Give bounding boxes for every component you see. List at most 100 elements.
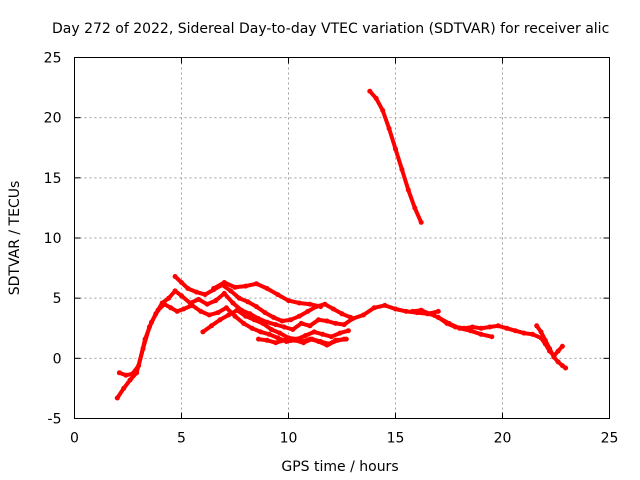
data-point xyxy=(538,329,544,335)
data-point xyxy=(298,320,304,326)
data-point xyxy=(194,289,199,295)
data-point xyxy=(264,337,270,343)
data-point xyxy=(318,304,324,310)
data-point xyxy=(256,336,261,342)
data-point xyxy=(185,286,191,291)
data-point xyxy=(251,317,257,323)
data-point xyxy=(320,331,326,337)
data-point xyxy=(168,305,174,311)
data-point xyxy=(277,330,283,336)
data-point xyxy=(149,319,154,325)
y-tick-label: 0 xyxy=(53,351,62,367)
data-point xyxy=(512,328,518,334)
data-point xyxy=(279,318,285,324)
data-point xyxy=(198,308,204,314)
y-tick-label: 20 xyxy=(44,111,62,127)
data-point xyxy=(236,295,242,301)
data-point xyxy=(258,329,264,335)
data-point xyxy=(288,317,294,323)
data-point xyxy=(563,365,569,371)
data-point xyxy=(243,313,249,319)
x-tick-label: 25 xyxy=(601,431,619,447)
data-point xyxy=(275,292,281,298)
y-axis-title: SDTVAR / TECUs xyxy=(7,181,23,296)
data-point xyxy=(324,342,330,348)
data-point xyxy=(307,323,313,329)
data-point xyxy=(393,306,398,312)
data-point xyxy=(341,336,347,342)
data-point xyxy=(262,310,268,316)
data-point xyxy=(172,288,178,294)
x-axis-title: GPS time / hours xyxy=(281,459,398,475)
data-point xyxy=(155,307,161,313)
y-tick-label: 5 xyxy=(53,291,62,307)
data-point xyxy=(230,300,236,306)
data-point xyxy=(551,354,557,360)
data-point xyxy=(206,312,212,318)
data-point xyxy=(403,308,409,314)
data-point xyxy=(298,339,304,344)
x-tick-label: 10 xyxy=(280,431,298,447)
data-point xyxy=(281,324,287,330)
data-point xyxy=(181,306,187,312)
data-point xyxy=(322,301,328,307)
data-point xyxy=(324,318,330,324)
data-point xyxy=(174,308,180,314)
data-point xyxy=(380,107,386,113)
data-point xyxy=(268,327,274,332)
data-point xyxy=(271,314,276,320)
data-point xyxy=(243,283,249,289)
x-tick-label: 0 xyxy=(70,431,79,447)
x-tick-label: 15 xyxy=(387,431,405,447)
data-point xyxy=(316,317,321,323)
data-point xyxy=(534,323,540,329)
data-point xyxy=(226,312,232,318)
data-point xyxy=(405,187,411,193)
data-point xyxy=(386,126,392,131)
data-point xyxy=(127,377,133,383)
y-tick-label: 25 xyxy=(44,51,62,67)
data-point xyxy=(559,343,565,349)
data-point xyxy=(435,308,441,314)
data-point xyxy=(232,313,238,319)
data-point xyxy=(521,330,527,336)
y-tick-label: 10 xyxy=(44,231,62,247)
data-point xyxy=(223,305,229,311)
y-tick-label: 15 xyxy=(44,171,62,187)
data-point xyxy=(495,323,501,329)
data-point xyxy=(487,324,493,330)
data-point xyxy=(228,288,234,294)
data-point xyxy=(339,311,345,317)
data-point xyxy=(393,146,398,152)
data-point xyxy=(114,395,120,401)
data-point xyxy=(211,286,217,291)
data-point xyxy=(209,323,214,329)
data-point xyxy=(371,305,377,311)
data-point xyxy=(245,299,251,305)
data-point xyxy=(333,320,339,326)
data-point xyxy=(116,370,122,376)
data-point xyxy=(166,295,172,301)
data-point xyxy=(204,301,210,307)
data-point xyxy=(241,320,247,326)
data-point xyxy=(399,166,405,172)
data-point xyxy=(348,314,354,320)
data-point xyxy=(360,312,366,318)
data-point xyxy=(341,322,347,328)
data-point xyxy=(373,95,379,101)
data-point xyxy=(232,284,238,290)
data-point xyxy=(330,306,336,312)
data-point xyxy=(266,331,272,337)
data-point xyxy=(307,336,313,342)
data-point xyxy=(273,340,279,346)
data-point xyxy=(290,336,296,342)
data-point xyxy=(290,327,296,332)
data-point xyxy=(470,324,475,330)
data-point xyxy=(337,330,343,336)
data-point xyxy=(328,334,334,340)
axes: 0 5 10 15 20 25 -5 0 5 10 15 20 25 xyxy=(44,51,619,447)
data-point xyxy=(179,280,184,285)
data-point xyxy=(345,328,351,334)
grid xyxy=(74,57,610,419)
data-point xyxy=(217,317,223,323)
